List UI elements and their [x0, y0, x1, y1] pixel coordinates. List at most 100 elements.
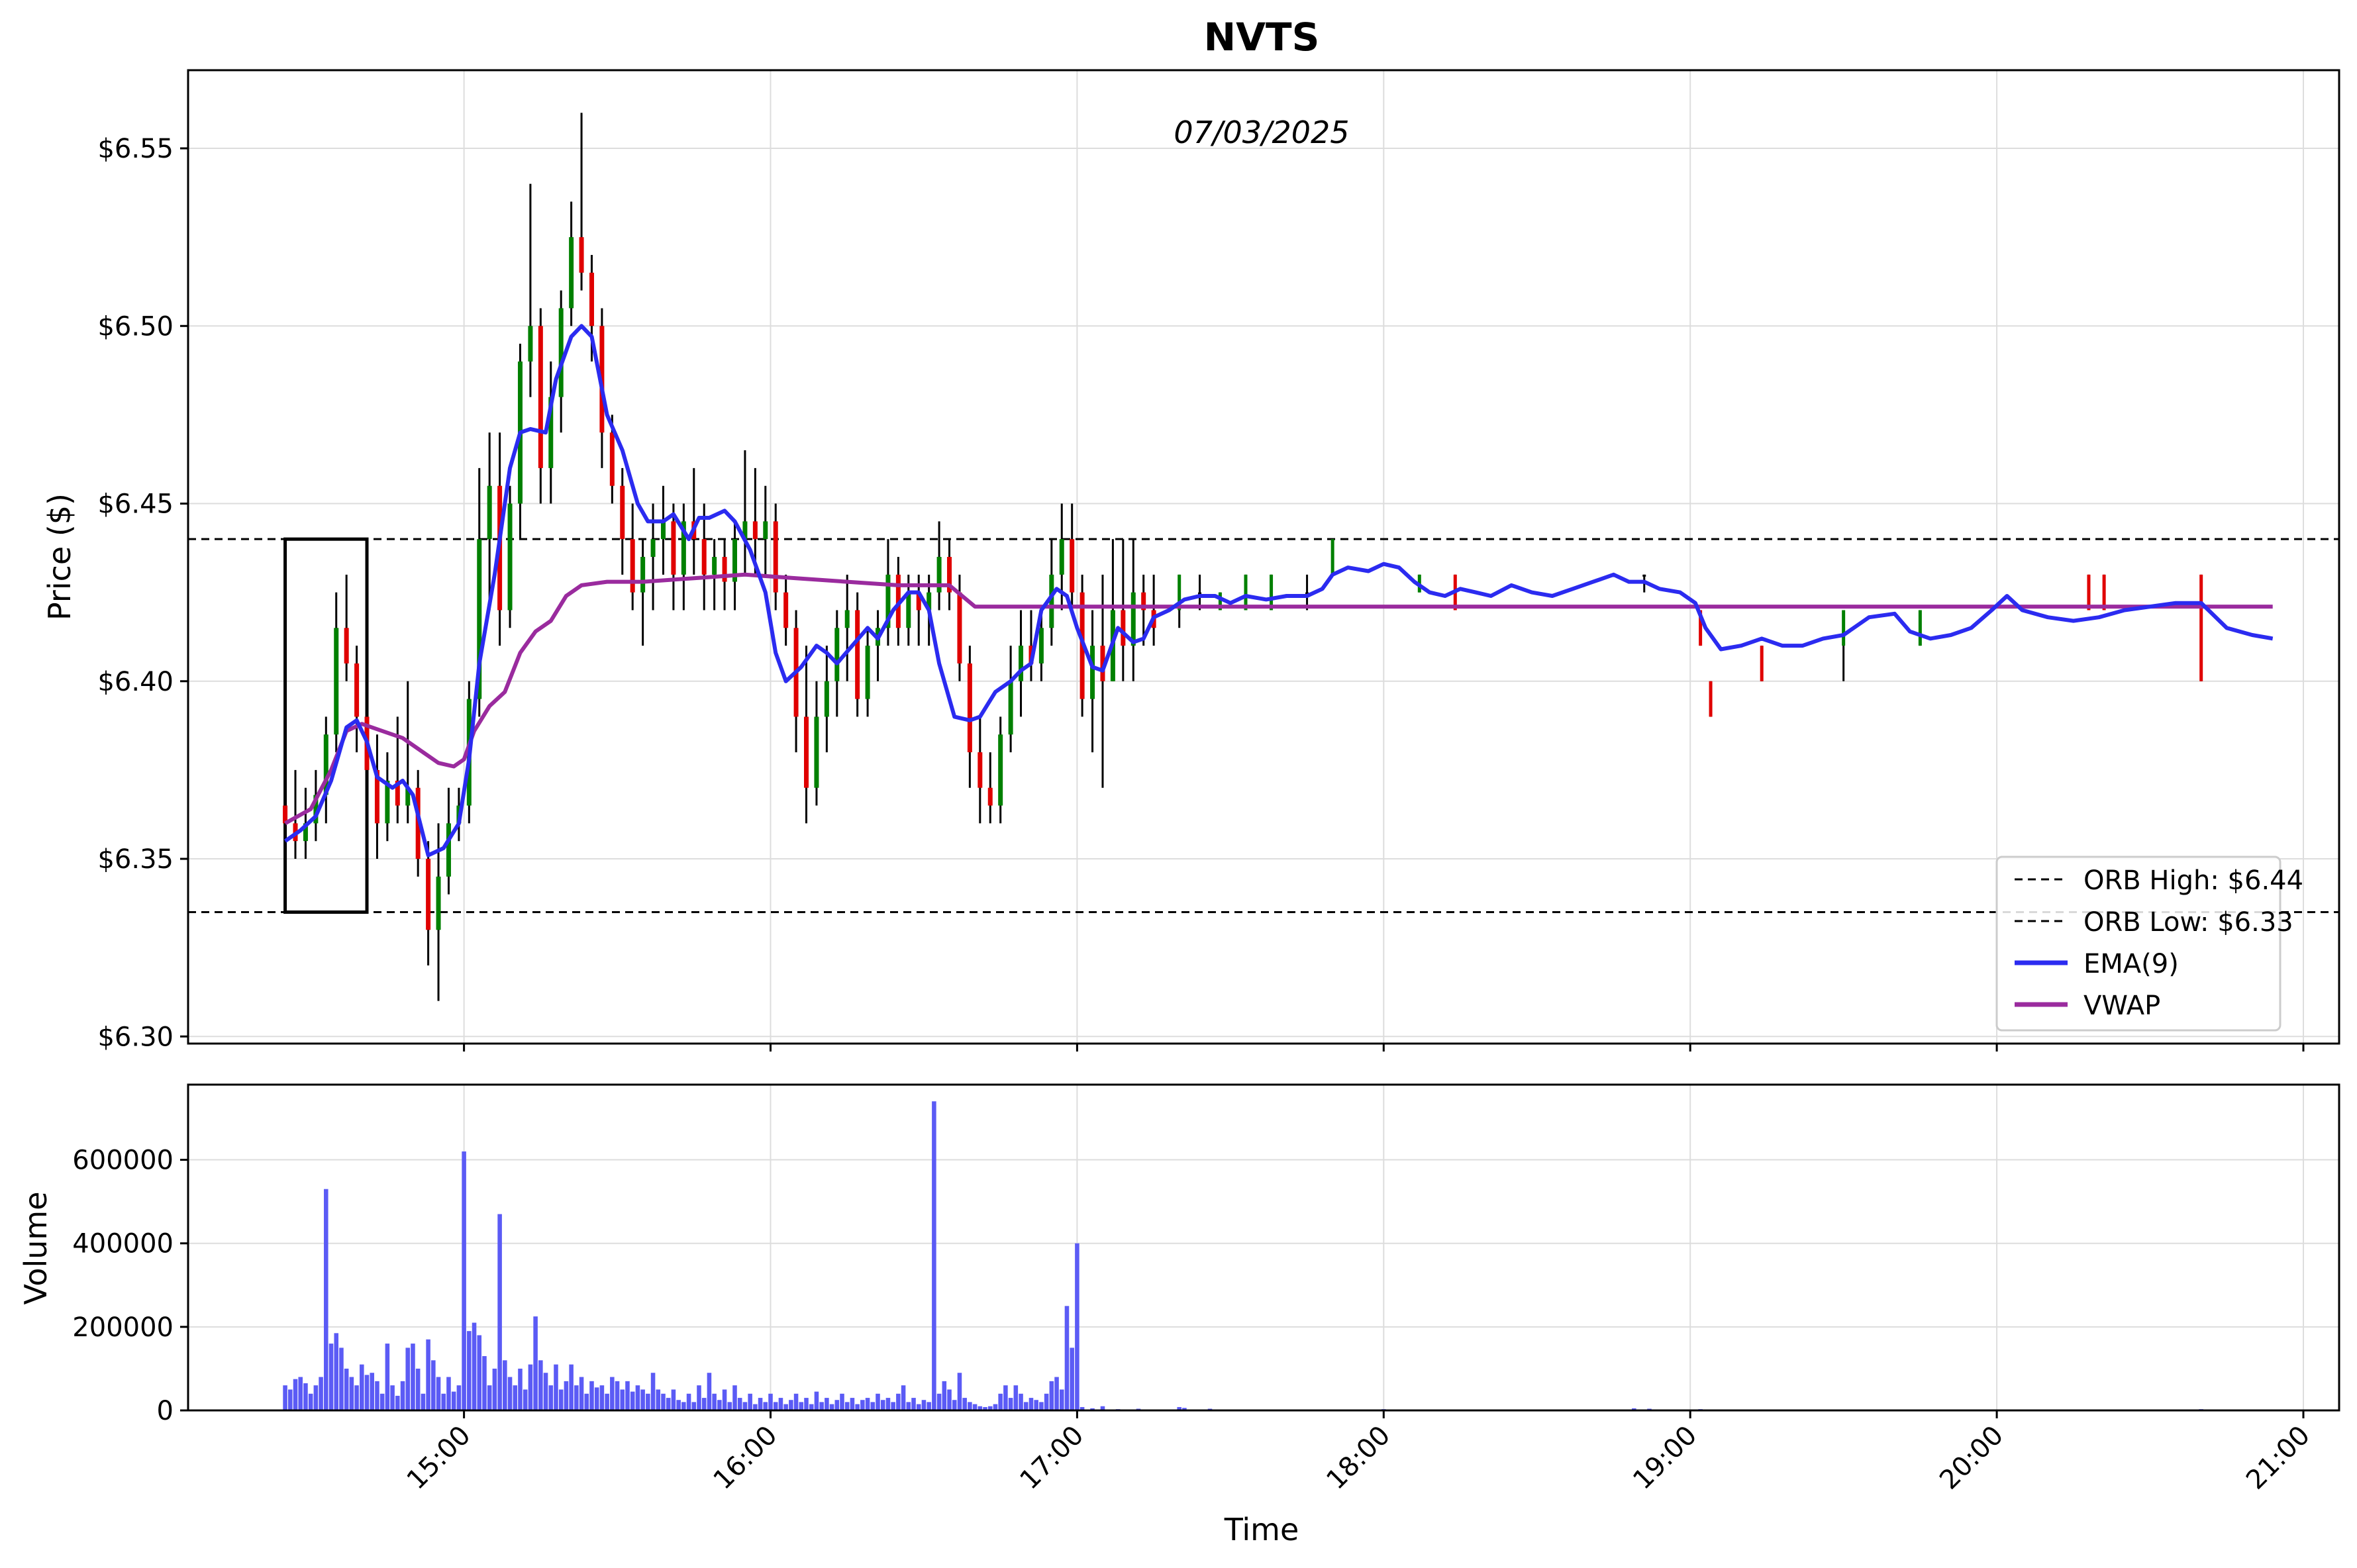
- volume-bar: [375, 1381, 379, 1410]
- candle-body: [487, 485, 492, 540]
- candle-body: [415, 787, 421, 859]
- candle-body: [701, 539, 707, 575]
- volume-bar: [701, 1398, 707, 1410]
- volume-bar: [1023, 1402, 1028, 1410]
- volume-bar: [615, 1381, 620, 1410]
- volume-bar: [395, 1395, 400, 1410]
- volume-bar: [778, 1398, 783, 1410]
- volume-bar: [942, 1381, 947, 1410]
- candle-body: [630, 539, 635, 593]
- volume-bar: [656, 1389, 661, 1410]
- volume-bar: [569, 1364, 574, 1410]
- volume-bar: [804, 1398, 809, 1410]
- volume-bar: [605, 1393, 609, 1410]
- volume-bar: [385, 1344, 390, 1410]
- candle-body: [783, 592, 789, 628]
- candle-body: [957, 592, 962, 663]
- candle-body: [620, 485, 625, 540]
- candle-body: [558, 308, 564, 397]
- volume-bar: [901, 1385, 906, 1410]
- volume-bar: [313, 1385, 319, 1410]
- candle-body: [2087, 574, 2091, 611]
- volume-bar: [528, 1364, 533, 1410]
- volume-bar: [885, 1398, 891, 1410]
- volume-bar: [666, 1398, 671, 1410]
- volume-bar: [712, 1393, 717, 1410]
- candle-body: [671, 521, 676, 575]
- volume-bar: [686, 1393, 691, 1410]
- candle-body: [1038, 628, 1044, 663]
- volume-y-tick-label: 400000: [72, 1229, 174, 1259]
- candle-body: [855, 610, 860, 699]
- candle-body: [395, 780, 400, 806]
- volume-bar: [1090, 1408, 1095, 1410]
- candle-body: [1842, 610, 1846, 646]
- volume-bar: [753, 1404, 758, 1410]
- candle-body: [1305, 592, 1309, 595]
- volume-bar: [722, 1389, 727, 1410]
- legend: ORB High: $6.44 ORB Low: $6.33 EMA(9) VW…: [1995, 856, 2303, 1032]
- candle-body: [436, 876, 441, 930]
- candle-body: [1918, 610, 1922, 646]
- chart-subtitle: 07/03/2025: [1174, 115, 1349, 150]
- volume-bar: [697, 1385, 701, 1410]
- candle-body: [374, 769, 379, 824]
- volume-bar: [763, 1402, 768, 1410]
- volume-bar: [482, 1356, 487, 1410]
- volume-bar: [390, 1385, 395, 1410]
- volume-y-axis: 0 200000 400000 600000: [72, 1146, 188, 1426]
- volume-bar: [472, 1322, 477, 1410]
- candle-body: [538, 326, 543, 468]
- volume-bar: [707, 1373, 712, 1410]
- candle-body: [742, 521, 748, 540]
- candle-body: [752, 521, 758, 540]
- candle-body: [1244, 574, 1248, 611]
- candle-body: [916, 592, 921, 611]
- volume-bar: [987, 1406, 993, 1410]
- volume-bar: [671, 1389, 676, 1410]
- volume-bar: [983, 1406, 987, 1410]
- volume-bar: [829, 1404, 834, 1410]
- volume-bar: [451, 1391, 456, 1410]
- price-y-tick-label: $6.50: [97, 311, 174, 342]
- volume-bar: [497, 1214, 502, 1410]
- candle-body: [323, 734, 328, 795]
- volume-bar: [298, 1377, 303, 1410]
- price-y-tick-label: $6.40: [97, 667, 174, 697]
- candle-body: [1760, 646, 1764, 681]
- candle-body: [763, 521, 768, 540]
- volume-bar: [415, 1368, 421, 1410]
- candle-body: [548, 397, 554, 468]
- volume-bar: [554, 1364, 558, 1410]
- volume-bar: [870, 1402, 876, 1410]
- volume-plot-frame: [187, 1083, 2340, 1412]
- candle-body: [283, 805, 288, 824]
- volume-bar: [513, 1385, 518, 1410]
- candle-body: [987, 787, 993, 806]
- volume-bar: [344, 1368, 349, 1410]
- candle-body: [303, 823, 308, 842]
- volume-bar: [773, 1402, 778, 1410]
- candle-body: [722, 557, 727, 582]
- volume-bar: [328, 1344, 334, 1410]
- indicator-lines: [283, 324, 2274, 858]
- volume-bar: [523, 1389, 528, 1410]
- volume-bar: [574, 1385, 579, 1410]
- volume-bar: [978, 1406, 983, 1410]
- volume-bar: [594, 1387, 599, 1410]
- price-y-label: Price ($): [42, 493, 77, 620]
- vwap-line: [284, 572, 2273, 826]
- volume-bar: [957, 1373, 962, 1410]
- candle-body: [446, 823, 451, 877]
- candle-body: [1121, 610, 1126, 646]
- legend-vwap-label: VWAP: [2083, 991, 2160, 1021]
- volume-bar: [1632, 1408, 1636, 1410]
- candle-body: [1642, 574, 1646, 577]
- volume-bar: [962, 1398, 967, 1410]
- candle-body: [1270, 574, 1274, 611]
- volume-bar: [758, 1398, 763, 1410]
- legend-ema-label: EMA(9): [2083, 949, 2179, 979]
- candle-body: [1090, 646, 1095, 699]
- volume-bar: [717, 1400, 722, 1410]
